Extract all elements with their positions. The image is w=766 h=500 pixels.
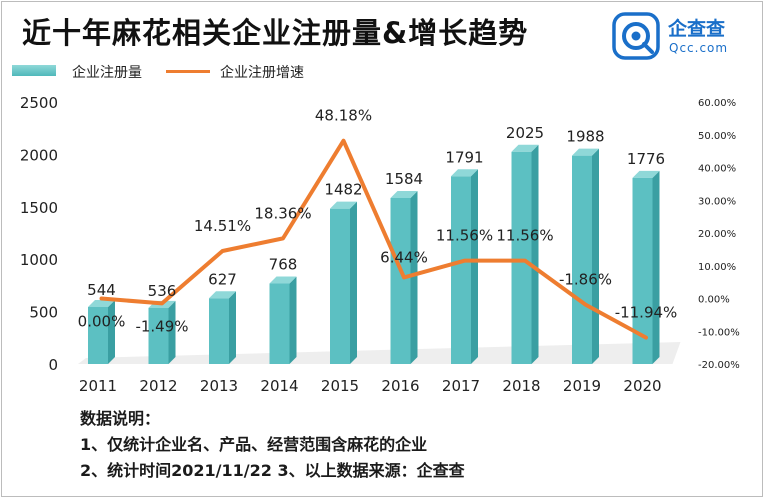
y-left-tick-label: 1500 (20, 199, 58, 217)
y-right-tick-label: 10.00% (698, 262, 736, 273)
x-tick-label: 2019 (563, 377, 601, 395)
bar-side (652, 170, 660, 364)
y-left-tick-label: 1000 (20, 251, 58, 269)
line-value-label: 48.18% (315, 107, 372, 125)
bar-value-label: 1584 (385, 170, 423, 188)
bar-value-label: 627 (208, 270, 237, 288)
bar (572, 155, 592, 364)
x-tick-label: 2017 (442, 377, 480, 395)
bar-side (531, 144, 539, 364)
notes-line-1: 1、仅统计企业名、产品、经营范围含麻花的企业 (80, 435, 428, 454)
qcc-logo: 企查查 Qcc.com (612, 12, 752, 60)
qcc-logo-icon (612, 12, 660, 60)
line-value-label: -11.94% (615, 304, 678, 322)
bar-side (229, 291, 236, 364)
bar (451, 176, 471, 364)
x-tick-label: 2012 (139, 377, 177, 395)
bar-top (88, 299, 115, 307)
bar-value-label: 544 (87, 281, 116, 299)
notes-heading: 数据说明： (80, 409, 161, 428)
bar (390, 197, 411, 364)
bar-value-label: 2025 (506, 124, 544, 142)
x-tick-label: 2011 (79, 377, 117, 395)
bar (511, 151, 532, 364)
data-notes: 数据说明： 1、仅统计企业名、产品、经营范围含麻花的企业 2、统计时间2021/… (80, 406, 465, 484)
x-tick-label: 2018 (502, 377, 540, 395)
bar-side (471, 169, 478, 364)
growth-line (99, 138, 648, 340)
y-left-tick-label: 2000 (20, 146, 58, 164)
bar (209, 298, 229, 364)
bar-value-label: 1776 (627, 150, 665, 168)
y-left-tick-label: 2500 (20, 94, 58, 112)
bar (88, 306, 108, 364)
bar-side (350, 201, 357, 364)
y-right-tick-label: 50.00% (698, 131, 736, 142)
line-value-label: 11.56% (496, 227, 553, 245)
bar-top (269, 276, 297, 284)
bar-side (168, 300, 176, 364)
y-right-tick-label: 0.00% (698, 295, 730, 306)
y-left-tick-label: 500 (29, 304, 58, 322)
line-value-label: 14.51% (194, 217, 251, 235)
bar-value-label: 1482 (324, 181, 362, 199)
x-tick-label: 2015 (321, 377, 359, 395)
legend-bar-label: 企业注册量 (72, 65, 142, 81)
y-left-tick-label: 0 (48, 356, 58, 374)
x-tick-label: 2016 (381, 377, 419, 395)
line-value-label: 11.56% (436, 227, 493, 245)
bar-top (451, 169, 478, 177)
bar-top (511, 144, 539, 152)
line-value-label: 6.44% (380, 248, 428, 266)
bar-value-label: 536 (148, 282, 177, 300)
x-tick-label: 2013 (200, 377, 238, 395)
bar-side (289, 276, 297, 364)
bar-side (108, 299, 115, 364)
y-right-tick-label: 30.00% (698, 196, 736, 207)
y-right-tick-label: 60.00% (698, 98, 736, 109)
bar-value-label: 1791 (445, 148, 483, 166)
y-right-tick-label: -10.00% (698, 327, 740, 338)
legend-line-label: 企业注册增速 (220, 65, 304, 81)
y-right-tick-label: 20.00% (698, 229, 736, 240)
bar-value-label: 1988 (566, 128, 604, 146)
line-value-label: -1.86% (559, 271, 612, 289)
line-value-label: 18.36% (254, 204, 311, 222)
legend-bar-swatch (12, 65, 56, 76)
bar-side (592, 148, 599, 364)
bar (632, 177, 653, 364)
bar-top (390, 190, 418, 198)
x-tick-label: 2020 (623, 377, 661, 395)
bar (269, 283, 290, 364)
bar-top (572, 148, 599, 156)
line-value-label: -1.49% (135, 317, 188, 335)
bar-top (209, 291, 236, 299)
bar-top (330, 201, 357, 209)
logo-name: 企查查 (668, 18, 726, 40)
logo-domain: Qcc.com (669, 41, 729, 55)
legend-line-swatch (166, 70, 210, 73)
bar (148, 307, 169, 364)
y-right-tick-label: 40.00% (698, 164, 736, 175)
bar (330, 208, 350, 364)
bar-value-label: 768 (269, 256, 298, 274)
bar-top (632, 170, 660, 178)
notes-line-2: 2、统计时间2021/11/22 3、以上数据来源：企查查 (80, 461, 465, 480)
y-right-tick-label: -20.00% (698, 360, 740, 371)
line-value-label: 0.00% (78, 313, 126, 331)
x-tick-label: 2014 (260, 377, 298, 395)
chart-title: 近十年麻花相关企业注册量&增长趋势 (22, 16, 529, 50)
bar-side (410, 190, 418, 364)
